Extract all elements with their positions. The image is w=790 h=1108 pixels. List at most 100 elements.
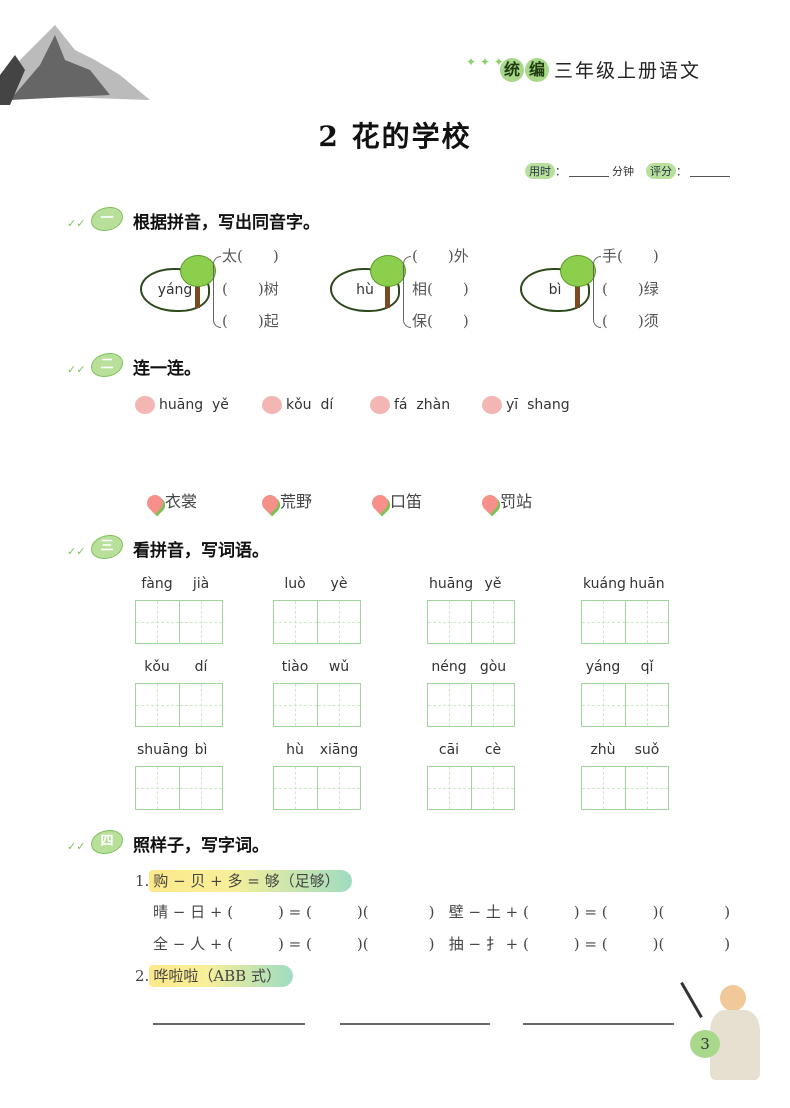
pinyin-syllable: qǐ	[640, 659, 654, 675]
book-header: 统 编 三年级上册语文	[500, 56, 701, 83]
tianzige-box[interactable]	[135, 600, 223, 644]
grid-cell[interactable]	[179, 684, 223, 726]
grid-cell[interactable]	[428, 767, 472, 809]
series-badge: 编	[525, 57, 549, 82]
section-heading: ✓✓ 四照样子，写字词。	[65, 830, 269, 856]
word-text: 衣裳	[165, 492, 198, 511]
leaf-number-icon: ✓✓ 三	[65, 535, 125, 561]
homophone-blank[interactable]: 相( )	[412, 280, 469, 298]
check-marks-icon: ✓✓	[67, 363, 86, 376]
tianzige-box[interactable]	[427, 766, 515, 810]
sparkle-icon: ✦ ✦ ✦	[466, 55, 504, 69]
score-field[interactable]	[690, 165, 730, 177]
homophone-blank[interactable]: ( )外	[412, 247, 469, 265]
pinyin-syllable: huān	[629, 576, 665, 592]
grid-cell[interactable]	[136, 684, 180, 726]
section-title: 照样子，写字词。	[133, 835, 269, 856]
homophone-blank[interactable]: ( )起	[222, 312, 279, 330]
homophone-blank[interactable]: ( )绿	[602, 280, 659, 298]
homophone-blank[interactable]: 手( )	[602, 247, 659, 265]
peach-icon	[478, 491, 502, 514]
pinyin-syllable: bì	[194, 742, 208, 758]
grid-cell[interactable]	[428, 684, 472, 726]
grid-cell[interactable]	[274, 684, 318, 726]
tianzige-box[interactable]	[273, 766, 361, 810]
grid-cell[interactable]	[136, 767, 180, 809]
homophone-blank[interactable]: ( )树	[222, 280, 279, 298]
grid-cell[interactable]	[582, 684, 626, 726]
section-title: 连一连。	[133, 358, 201, 379]
matching-pinyin[interactable]: huāng yě	[135, 396, 229, 414]
homophone-blank[interactable]: ( )须	[602, 312, 659, 330]
ant-icon	[370, 396, 390, 414]
pinyin-syllable: wǔ	[328, 659, 350, 675]
grid-cell[interactable]	[582, 767, 626, 809]
tianzige-box[interactable]	[427, 683, 515, 727]
answer-line[interactable]	[523, 1023, 674, 1025]
leaf-number-icon: ✓✓ 二	[65, 353, 125, 379]
homophone-blank[interactable]: 保( )	[412, 312, 469, 330]
grid-cell[interactable]	[471, 684, 515, 726]
tianzige-box[interactable]	[273, 683, 361, 727]
matching-word[interactable]: 罚站	[478, 488, 532, 514]
tianzige-box[interactable]	[273, 600, 361, 644]
matching-word[interactable]: 衣裳	[143, 488, 198, 514]
check-marks-icon: ✓✓	[67, 217, 86, 230]
grid-cell[interactable]	[625, 601, 669, 643]
answer-line[interactable]	[153, 1023, 305, 1025]
grid-cell[interactable]	[471, 767, 515, 809]
grid-cell[interactable]	[317, 684, 361, 726]
series-badge: 统	[500, 57, 524, 82]
example-highlight: 哗啦啦（ABB 式）	[149, 965, 293, 987]
time-field[interactable]	[569, 165, 609, 177]
answer-line[interactable]	[340, 1023, 490, 1025]
grid-cell[interactable]	[274, 601, 318, 643]
pinyin-syllable: hù	[286, 742, 304, 758]
pinyin-syllable: cè	[484, 742, 502, 758]
grid-cell[interactable]	[471, 601, 515, 643]
tianzige-box[interactable]	[427, 600, 515, 644]
grid-cell[interactable]	[582, 601, 626, 643]
matching-pinyin[interactable]: yī shang	[482, 396, 570, 414]
score-label: 评分	[646, 163, 676, 179]
mountain-illustration	[0, 25, 150, 105]
word-text: 口笛	[390, 492, 423, 511]
pinyin-syllable: jià	[192, 576, 210, 592]
tianzige-box[interactable]	[581, 600, 669, 644]
matching-word[interactable]: 荒野	[258, 488, 312, 514]
page-number: 3	[690, 1030, 720, 1058]
pinyin-syllable: shuāng	[137, 742, 189, 758]
grid-cell[interactable]	[317, 601, 361, 643]
section-number: 三	[91, 535, 123, 559]
grid-cell[interactable]	[625, 767, 669, 809]
grid-cell[interactable]	[428, 601, 472, 643]
pinyin-syllable: cāi	[438, 742, 460, 758]
tianzige-box[interactable]	[135, 683, 223, 727]
homophone-blank[interactable]: 太( )	[222, 247, 279, 265]
pattern-row[interactable]: 晴 − 日 + ( ) = ( )( ) 壁 − 土 + ( ) = ( )( …	[153, 903, 731, 921]
pinyin-syllable: luò	[284, 576, 306, 592]
tianzige-box[interactable]	[135, 766, 223, 810]
grid-cell[interactable]	[179, 601, 223, 643]
pattern-row[interactable]: 全 − 人 + ( ) = ( )( ) 抽 − 扌 + ( ) = ( )( …	[153, 935, 731, 953]
tianzige-box[interactable]	[581, 766, 669, 810]
grid-cell[interactable]	[317, 767, 361, 809]
colon: ：	[676, 165, 687, 178]
section-number: 四	[91, 830, 123, 854]
matching-pinyin[interactable]: kǒu dí	[262, 396, 333, 414]
question-1: 1. 购 − 贝 + 多 = 够（足够）	[135, 870, 352, 892]
grid-cell[interactable]	[625, 684, 669, 726]
tianzige-box[interactable]	[581, 683, 669, 727]
matching-word[interactable]: 口笛	[368, 488, 423, 514]
matching-pinyin[interactable]: fá zhàn	[370, 396, 450, 414]
pinyin-syllable: yě	[484, 576, 502, 592]
ant-icon	[135, 396, 155, 414]
grid-cell[interactable]	[179, 767, 223, 809]
colon: ：	[555, 165, 566, 178]
leaf-number-icon: ✓✓ 四	[65, 830, 125, 856]
grid-cell[interactable]	[136, 601, 180, 643]
tree-icon	[180, 255, 216, 287]
pinyin-syllable: huāng	[429, 576, 474, 592]
check-marks-icon: ✓✓	[67, 840, 86, 853]
grid-cell[interactable]	[274, 767, 318, 809]
